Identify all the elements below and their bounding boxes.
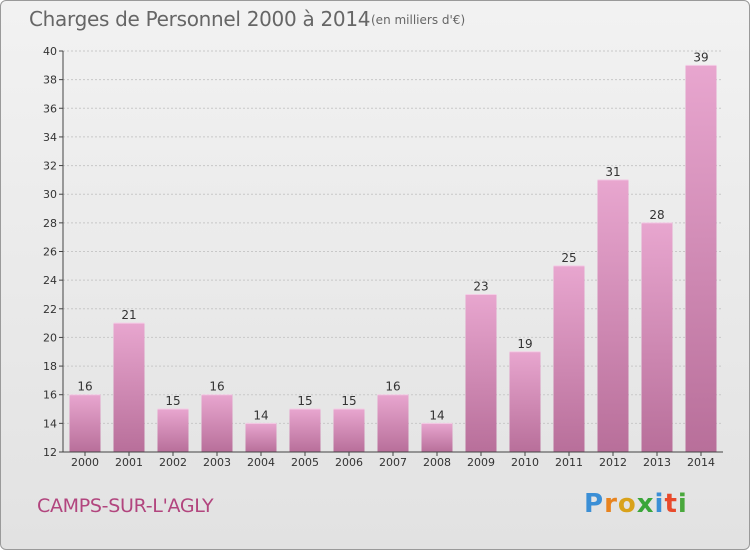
bar — [685, 65, 717, 453]
y-tick-label: 26 — [43, 246, 57, 259]
bar — [597, 179, 629, 452]
bar — [157, 409, 189, 452]
y-tick-label: 36 — [43, 102, 57, 115]
logo-letter: x — [636, 489, 655, 519]
x-tick-label: 2000 — [71, 456, 99, 469]
logo-letter: i — [654, 489, 665, 519]
chart-title: Charges de Personnel 2000 à 2014 — [29, 7, 371, 31]
chart-unit-label: (en milliers d'€) — [371, 13, 466, 27]
bar-value-label: 19 — [517, 337, 532, 351]
bar-value-label: 16 — [209, 380, 224, 394]
y-tick-label: 18 — [43, 360, 57, 373]
logo-letter: r — [604, 489, 618, 519]
x-tick-label: 2009 — [467, 456, 495, 469]
y-tick-label: 20 — [43, 331, 57, 344]
bar-value-label: 21 — [121, 308, 136, 322]
bar-value-label: 16 — [385, 380, 400, 394]
y-tick-label: 32 — [43, 160, 57, 173]
y-tick-label: 40 — [43, 45, 57, 58]
logo-letter: i — [677, 489, 688, 519]
logo-letter: P — [584, 489, 605, 519]
bar — [641, 222, 673, 452]
x-tick-label: 2011 — [555, 456, 583, 469]
y-tick-label: 34 — [43, 131, 57, 144]
axes: 12 14 16 18 20 22 24 26 28 30 32 34 36 38 40 2000 2001 20… — [43, 45, 723, 469]
y-tick-label: 22 — [43, 303, 57, 316]
bar — [377, 394, 409, 452]
bar-value-label: 15 — [341, 394, 356, 408]
x-tick-label: 2013 — [643, 456, 671, 469]
bar-value-label: 14 — [429, 408, 444, 422]
proxiti-logo[interactable]: Proxiti — [584, 489, 688, 519]
y-tick-label: 28 — [43, 217, 57, 230]
bar-value-label: 25 — [561, 251, 576, 265]
bar-value-label: 14 — [253, 408, 268, 422]
bar-value-label: 28 — [649, 208, 664, 222]
x-tick-label: 2003 — [203, 456, 231, 469]
x-tick-label: 2006 — [335, 456, 363, 469]
bar-value-label: 31 — [605, 165, 620, 179]
bar — [421, 423, 453, 452]
y-tick-label: 16 — [43, 389, 57, 402]
bar-value-label: 15 — [297, 394, 312, 408]
bar-value-label: 16 — [77, 380, 92, 394]
x-tick-label: 2004 — [247, 456, 275, 469]
bar — [333, 409, 365, 452]
x-tick-label: 2014 — [687, 456, 715, 469]
bar-value-label: 23 — [473, 279, 488, 293]
x-tick-label: 2012 — [599, 456, 627, 469]
x-tick-label: 2010 — [511, 456, 539, 469]
y-tick-label: 38 — [43, 74, 57, 87]
bar — [553, 265, 585, 452]
commune-name: CAMPS-SUR-L'AGLY — [37, 495, 214, 517]
y-tick-label: 14 — [43, 417, 57, 430]
bar — [465, 294, 497, 452]
bar-value-label: 15 — [165, 394, 180, 408]
bar — [289, 409, 321, 452]
x-tick-label: 2005 — [291, 456, 319, 469]
bar — [245, 423, 277, 452]
bar-value-label: 39 — [693, 50, 708, 64]
x-tick-label: 2007 — [379, 456, 407, 469]
bar — [509, 351, 541, 452]
bars: 16 21 15 16 14 15 15 16 14 23 19 25 31 28 39 — [69, 50, 717, 453]
y-tick-label: 24 — [43, 274, 57, 287]
x-tick-label: 2001 — [115, 456, 143, 469]
bar — [69, 394, 101, 452]
bar — [201, 394, 233, 452]
logo-letter: t — [664, 489, 678, 519]
logo-letter: o — [617, 489, 637, 519]
y-tick-label: 12 — [43, 446, 57, 459]
bar — [113, 323, 145, 452]
x-tick-label: 2008 — [423, 456, 451, 469]
y-tick-label: 30 — [43, 188, 57, 201]
x-tick-label: 2002 — [159, 456, 187, 469]
